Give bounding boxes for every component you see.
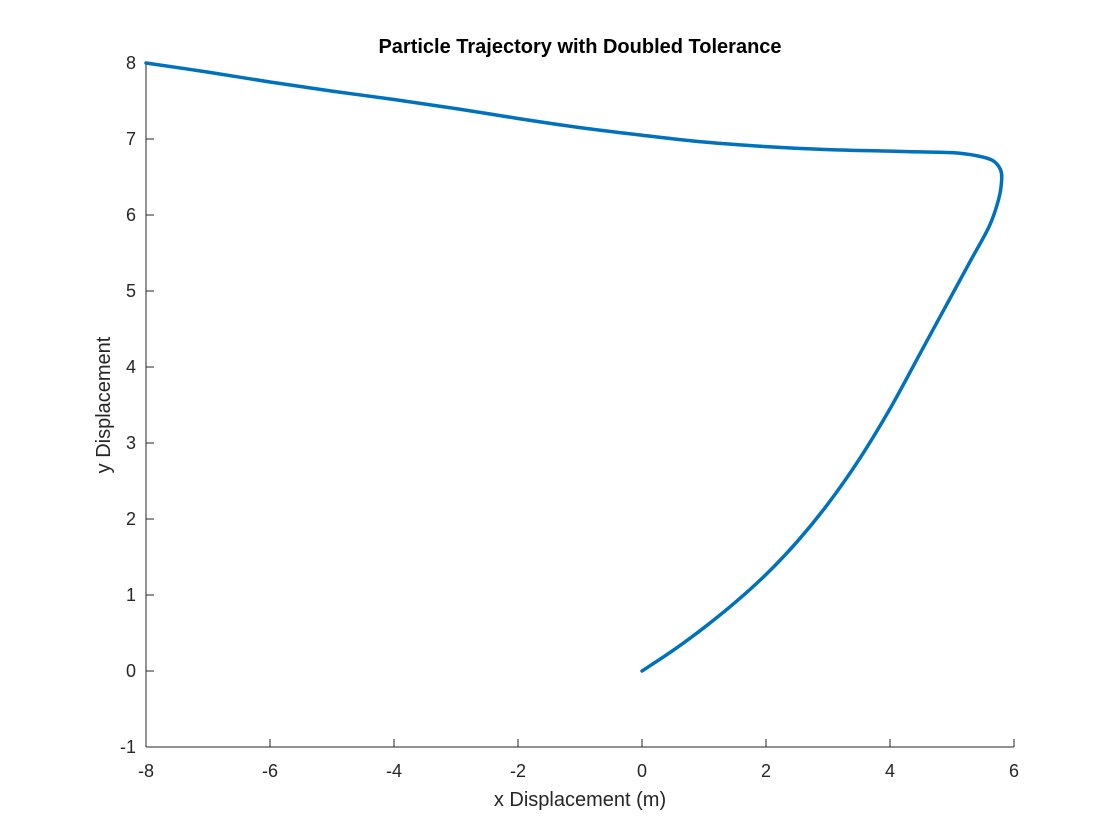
y-tick-label: 1 xyxy=(126,585,136,605)
x-tick-label: 4 xyxy=(885,761,895,781)
x-tick-label: 0 xyxy=(637,761,647,781)
chart-title: Particle Trajectory with Doubled Toleran… xyxy=(378,36,781,58)
y-tick-label: 4 xyxy=(126,357,136,377)
series-group xyxy=(144,61,1004,673)
y-tick-label: 0 xyxy=(126,661,136,681)
trajectory-line xyxy=(144,61,1004,673)
y-tick-label: 5 xyxy=(126,281,136,301)
x-axis-label: x Displacement (m) xyxy=(494,789,666,811)
x-tick-label: -6 xyxy=(262,761,278,781)
x-tick-group: -8 -6 -4 -2 0 2 4 6 xyxy=(138,739,1019,781)
y-tick-label: 8 xyxy=(126,53,136,73)
y-tick-label: 7 xyxy=(126,129,136,149)
x-tick-label: -4 xyxy=(386,761,402,781)
x-tick-label: 2 xyxy=(761,761,771,781)
y-tick-label: -1 xyxy=(120,737,136,757)
y-tick-group: -1 0 1 2 3 4 5 6 7 8 xyxy=(120,53,154,757)
y-axis-label: y Displacement xyxy=(93,336,115,473)
axes-frame xyxy=(145,63,1014,748)
y-tick-label: 3 xyxy=(126,433,136,453)
y-tick-label: 6 xyxy=(126,205,136,225)
x-tick-label: -8 xyxy=(138,761,154,781)
x-tick-label: 6 xyxy=(1009,761,1019,781)
y-tick-label: 2 xyxy=(126,509,136,529)
x-tick-label: -2 xyxy=(510,761,526,781)
